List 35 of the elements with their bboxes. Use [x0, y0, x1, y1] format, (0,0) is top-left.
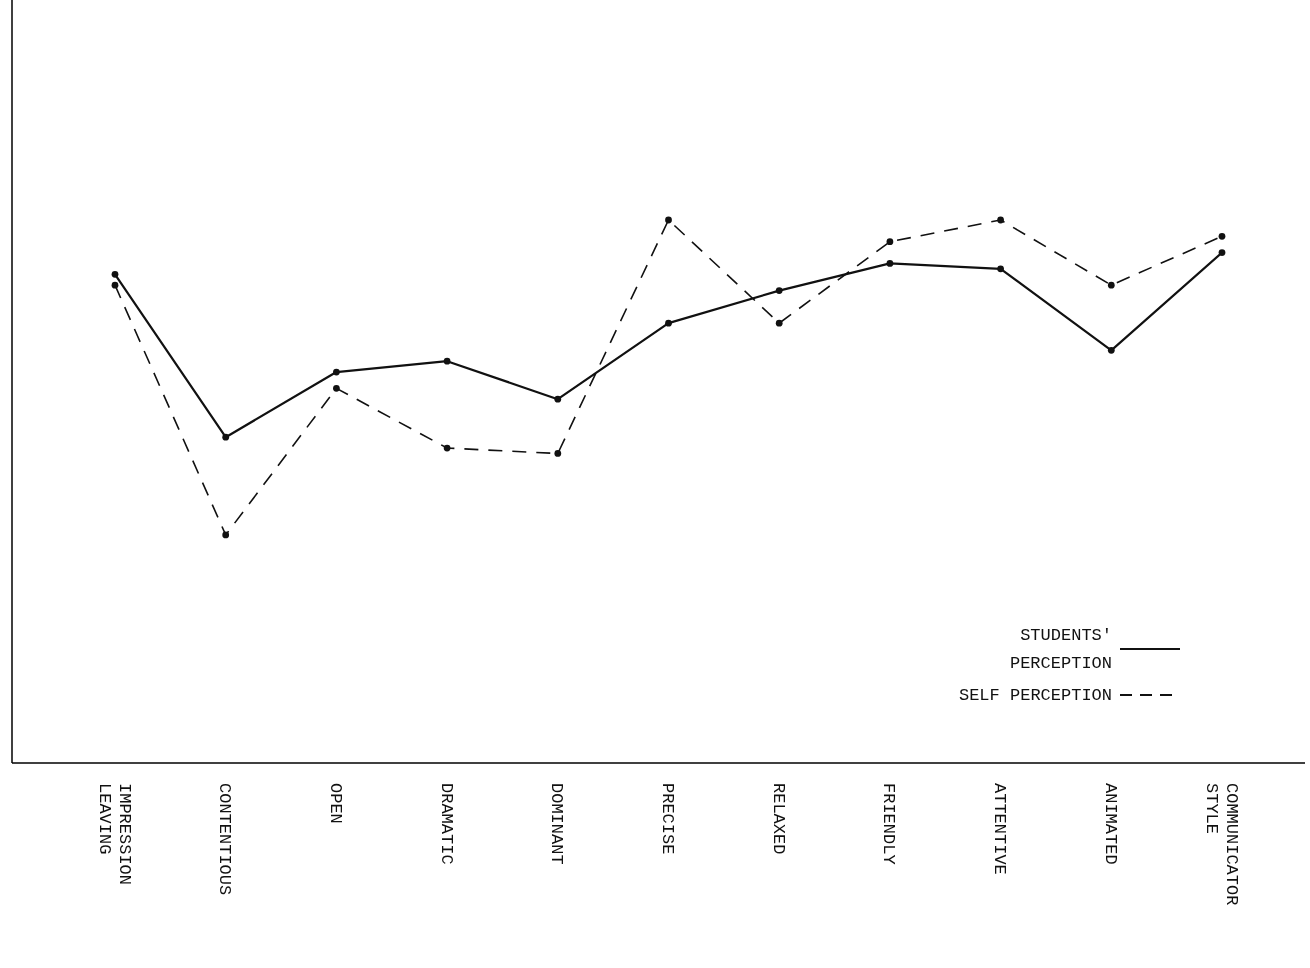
point: [111, 281, 119, 289]
point: [222, 531, 230, 539]
point: [775, 319, 783, 327]
point: [111, 270, 119, 278]
point: [443, 444, 451, 452]
point: [775, 287, 783, 294]
point: [333, 368, 340, 376]
point: [1107, 281, 1115, 289]
x-tick-label: ANIMATED: [1100, 783, 1120, 865]
x-tick-label: FRIENDLY: [879, 783, 899, 865]
x-tick-label: PRECISE: [658, 783, 677, 855]
legend-label: STUDENTS' PERCEPTION: [1009, 626, 1112, 673]
point: [665, 319, 672, 327]
x-tick-label: IMPRESSION LEAVING: [94, 783, 134, 886]
x-tick-label: OPEN: [325, 783, 345, 824]
point: [554, 450, 562, 457]
x-tick-label: CONTENTIOUS: [215, 783, 235, 896]
point: [665, 216, 672, 224]
x-tick-label: RELAXED: [768, 783, 788, 855]
point: [997, 216, 1004, 224]
point: [554, 395, 562, 403]
point: [1218, 249, 1226, 256]
x-tick-label: ATTENTIVE: [990, 783, 1010, 875]
point: [886, 238, 894, 246]
point: [997, 265, 1004, 273]
point: [222, 433, 230, 441]
point: [1107, 346, 1115, 354]
point: [443, 357, 451, 365]
point: [1218, 232, 1226, 240]
x-tick-label: DOMINANT: [547, 783, 567, 865]
point: [333, 384, 340, 392]
x-tick-label: DRAMATIC: [436, 783, 456, 865]
x-tick-label: COMMUNICATOR STYLE: [1201, 783, 1241, 906]
point: [886, 260, 894, 267]
legend-label: SELF PERCEPTION: [958, 686, 1112, 705]
